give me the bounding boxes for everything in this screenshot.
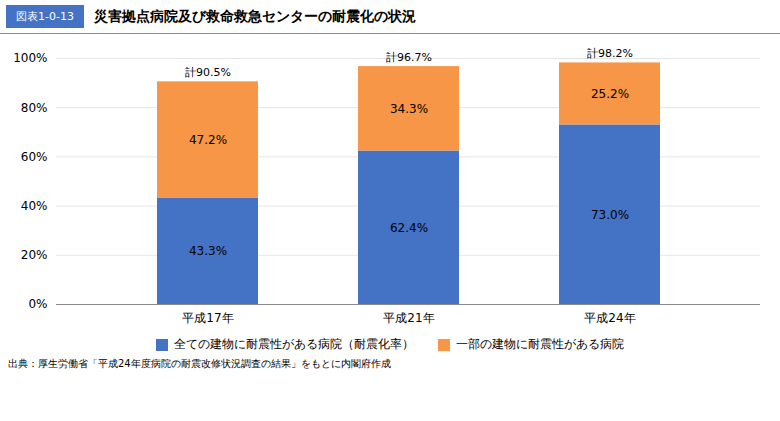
html-text:一部の建物に耐震性がある病院: 一部の建物に耐震性がある病院 bbox=[456, 337, 624, 351]
svg-text:43.3%: 43.3% bbox=[189, 244, 227, 258]
svg-text:100%: 100% bbox=[13, 51, 47, 65]
svg-text:80%: 80% bbox=[21, 101, 48, 115]
svg-text:計98.2%: 計98.2% bbox=[587, 47, 633, 60]
svg-text:平成24年: 平成24年 bbox=[584, 311, 635, 325]
svg-text:73.0%: 73.0% bbox=[591, 208, 629, 222]
html-text:全ての建物に耐震性がある病院（耐震化率）: 全ての建物に耐震性がある病院（耐震化率） bbox=[174, 337, 414, 351]
svg-text:0%: 0% bbox=[28, 297, 47, 311]
svg-text:60%: 60% bbox=[21, 150, 48, 164]
svg-text:47.2%: 47.2% bbox=[189, 133, 227, 147]
html-text:出典：厚生労働省「平成24年度病院の耐震改修状況調査の結果」: 出典：厚生労働省「平成24年度病院の耐震改修状況調査の結果」をもとに内閣府作成 bbox=[8, 358, 391, 369]
svg-text:計90.5%: 計90.5% bbox=[185, 66, 231, 79]
svg-text:40%: 40% bbox=[21, 199, 48, 213]
svg-text:20%: 20% bbox=[21, 248, 48, 262]
svg-text:計96.7%: 計96.7% bbox=[386, 51, 432, 64]
html-text:災害拠点病院及び救命救急センターの耐震化の状況: 災害拠点病院及び救命救急センターの耐震化の状況 bbox=[93, 7, 416, 24]
html-text:図表1-0-13: 図表1-0-13 bbox=[16, 10, 74, 23]
svg-text:34.3%: 34.3% bbox=[390, 102, 428, 116]
svg-text:62.4%: 62.4% bbox=[390, 221, 428, 235]
svg-text:平成17年: 平成17年 bbox=[182, 311, 233, 325]
svg-text:平成21年: 平成21年 bbox=[383, 311, 434, 325]
svg-text:25.2%: 25.2% bbox=[591, 87, 629, 101]
